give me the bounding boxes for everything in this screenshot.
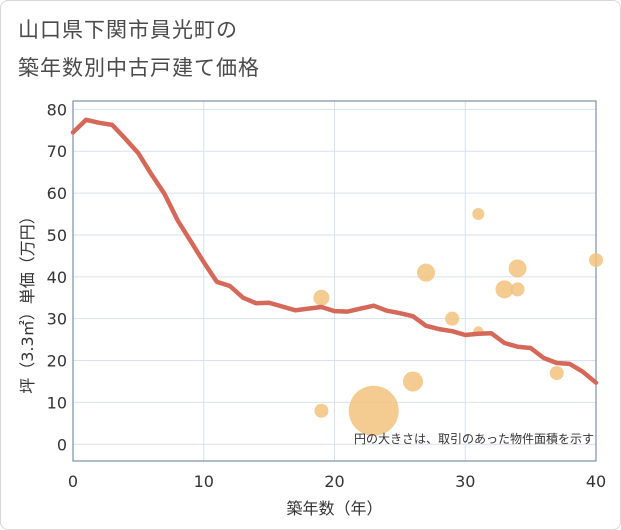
x-tick-label: 20 [324,472,344,491]
x-tick-label: 40 [586,472,606,491]
y-axis-label: 坪（3.3㎡）単価（万円） [18,208,37,393]
transaction-bubble [510,282,525,297]
y-tick-label: 80 [47,100,67,119]
x-tick-label: 0 [68,472,78,491]
bubble-size-note: 円の大きさは、取引のあった物件面積を示す [354,431,594,446]
y-tick-label: 50 [47,226,67,245]
y-tick-label: 20 [47,352,67,371]
plot-area [72,100,597,462]
y-tick-label: 10 [47,393,67,412]
transaction-bubble [314,403,329,418]
tick-labels: 0 10 20 30 40 0 10 20 30 40 50 60 70 80 [47,100,607,491]
y-tick-label: 70 [47,142,67,161]
transaction-bubble [472,208,485,221]
transaction-bubble [445,311,460,326]
x-tick-label: 30 [455,472,475,491]
average-price-line [70,117,599,385]
y-tick-label: 60 [47,184,67,203]
transaction-bubble [589,253,603,268]
bubbles [313,208,603,436]
y-tick-label: 30 [47,310,67,329]
chart-title-line-1: 山口県下関市員光町の [18,18,238,42]
transaction-bubble [402,371,423,392]
x-axis-label: 築年数（年） [286,499,382,518]
transaction-bubble [549,366,564,381]
y-tick-label: 40 [47,268,67,287]
transaction-bubble [313,289,330,306]
transaction-bubble [417,263,436,282]
y-tick-label: 0 [57,435,67,454]
chart-title-line-2: 築年数別中古戸建て価格 [18,56,260,80]
transaction-bubble [495,280,514,299]
grid [72,101,597,461]
average-line [70,117,599,385]
transaction-bubble [348,385,399,436]
x-tick-label: 10 [194,472,214,491]
transaction-bubble [508,259,527,278]
